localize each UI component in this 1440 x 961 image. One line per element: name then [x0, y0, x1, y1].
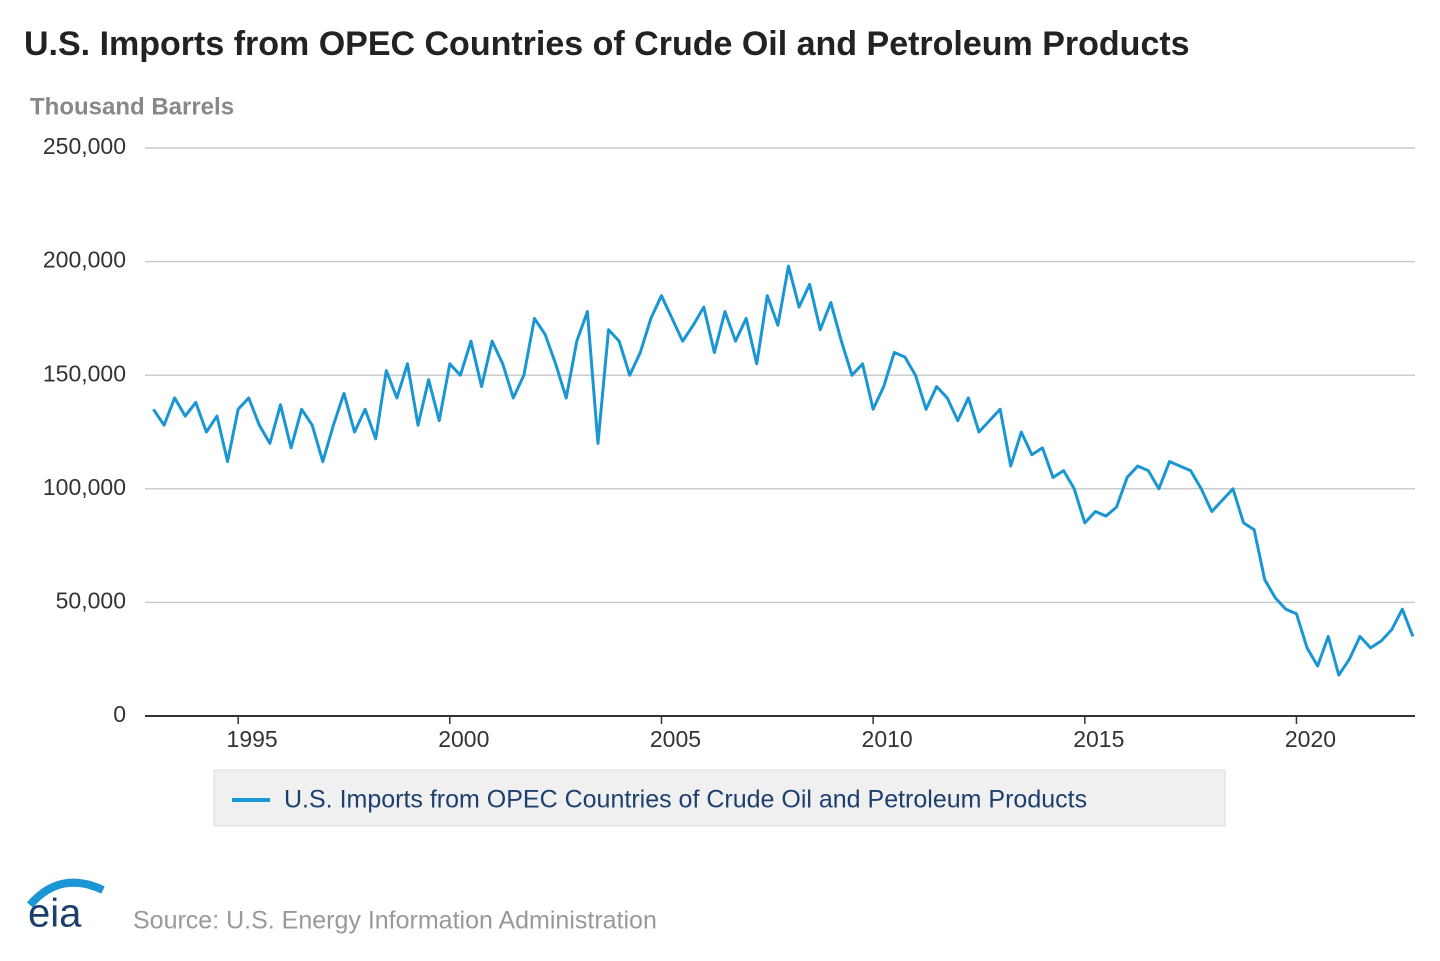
y-tick-label: 0 [113, 701, 126, 727]
y-tick-label: 100,000 [43, 474, 126, 500]
x-tick-label: 2020 [1285, 726, 1336, 752]
x-tick-label: 2010 [862, 726, 913, 752]
line [152, 264, 1415, 677]
x-tick-label: 2015 [1073, 726, 1124, 752]
x-tick-label: 2005 [650, 726, 701, 752]
chart-title: U.S. Imports from OPEC Countries of Crud… [24, 25, 1190, 63]
y-tick-label: 50,000 [56, 587, 126, 613]
logo-arc [26, 878, 105, 908]
logo-text: eia [28, 892, 82, 936]
y-axis-label: Thousand Barrels [30, 93, 234, 120]
y-tick-label: 250,000 [43, 133, 126, 159]
source: Source: U.S. Energy Information Administ… [133, 907, 657, 935]
y-tick-label: 150,000 [43, 360, 126, 386]
x-tick-label: 1995 [227, 726, 278, 752]
x-tick-label: 2000 [438, 726, 489, 752]
legend-label: U.S. Imports from OPEC Countries of Crud… [284, 786, 1087, 814]
legend-box [213, 769, 1226, 827]
y-tick-label: 200,000 [43, 247, 126, 273]
